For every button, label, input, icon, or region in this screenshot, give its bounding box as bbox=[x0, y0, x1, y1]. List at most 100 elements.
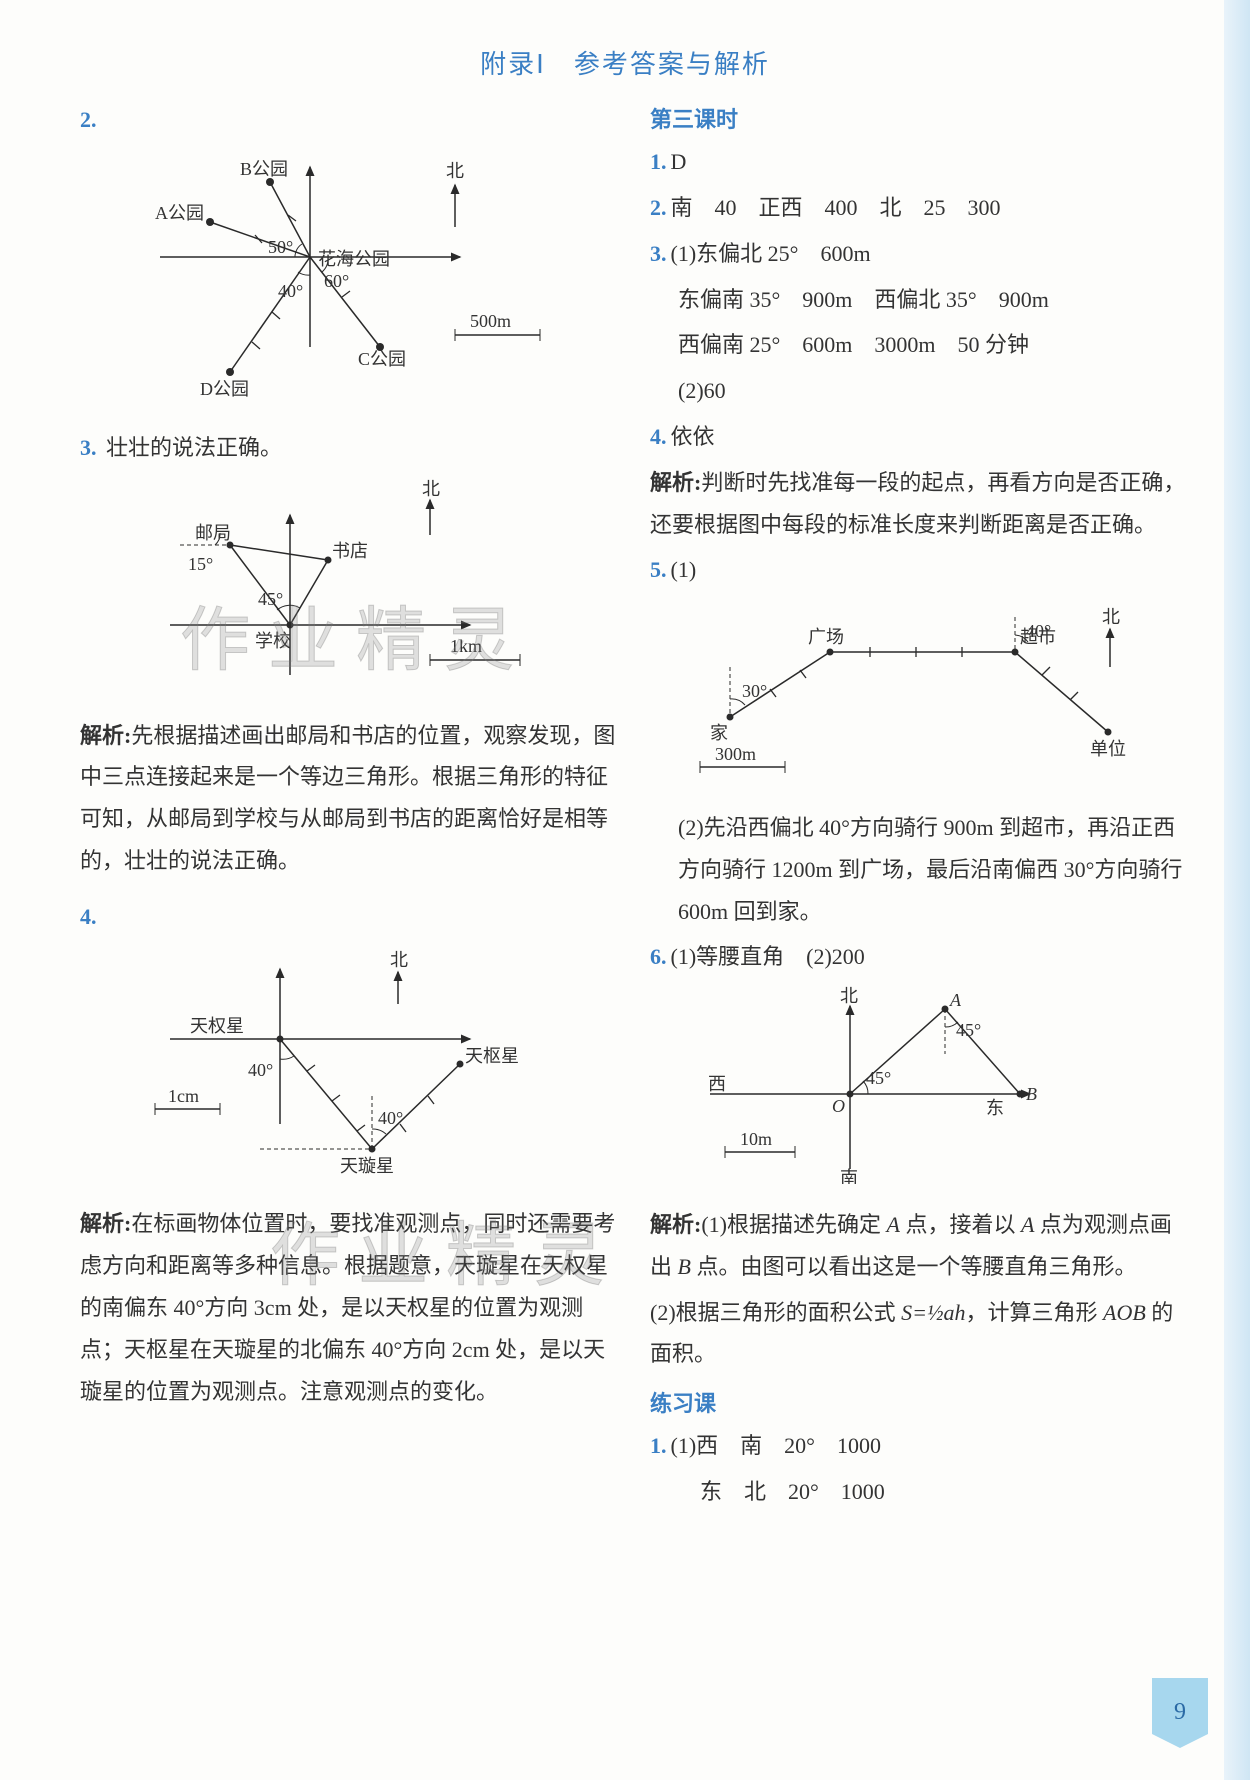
q6-a2b: ，计算三角形 bbox=[966, 1300, 1104, 1325]
q4-analysis: 解析:在标画物体位置时，要找准观测点，同时还需要考虑方向和距离等多种信息。根据题… bbox=[80, 1203, 620, 1412]
q5-a30: 30° bbox=[742, 681, 767, 701]
q6-analysis1: 解析:(1)根据描述先确定 A 点，接着以 A 点为观测点画出 B 点。由图可以… bbox=[650, 1204, 1190, 1288]
q6-east: 东 bbox=[986, 1098, 1004, 1118]
q4-a40a: 40° bbox=[248, 1060, 273, 1080]
q6-analysis2: (2)根据三角形的面积公式 S=½ah，计算三角形 AOB 的面积。 bbox=[650, 1292, 1190, 1376]
r-q1-ans: D bbox=[671, 149, 687, 174]
q3-stem: 壮壮的说法正确。 bbox=[106, 435, 282, 460]
q4-svg: 天权星 天枢星 天璇星 40° 40° 北 1cm bbox=[100, 944, 570, 1184]
page-header: 附录Ⅰ 参考答案与解析 bbox=[0, 0, 1250, 89]
r-q3-l3: 西偏南 25° 600m 3000m 50 分钟 bbox=[650, 324, 1190, 366]
q2-svg: A公园 B公园 花海公园 C公园 D公园 50° 60° 40° 北 500m bbox=[100, 147, 570, 407]
q6-a1d: 点。由图可以看出这是一个等腰直角三角形。 bbox=[691, 1254, 1137, 1279]
q3-school: 学校 bbox=[255, 631, 291, 651]
r-q4-al: 解析: bbox=[650, 470, 701, 495]
left-column: 2. bbox=[80, 99, 620, 1516]
q2-line: 2. bbox=[80, 99, 620, 141]
q4-analysis-label: 解析: bbox=[80, 1211, 131, 1236]
q2-label-A: A公园 bbox=[155, 203, 204, 223]
q6-a2a: (2)根据三角形的面积公式 bbox=[650, 1300, 901, 1325]
r-q2-num: 2. bbox=[650, 195, 667, 220]
r-q4-ans: 依依 bbox=[671, 424, 715, 449]
r-q3-l4: (2)60 bbox=[650, 370, 1190, 412]
q2-label-C: C公园 bbox=[358, 349, 406, 369]
q6-svg: O A B 45° 45° 北 南 东 西 10m bbox=[670, 984, 1100, 1184]
q6-diagram: O A B 45° 45° 北 南 东 西 10m bbox=[670, 984, 1190, 1198]
right-column: 第三课时 1.D 2.南 40 正西 400 北 25 300 3.(1)东偏北… bbox=[650, 99, 1190, 1516]
q3-north: 北 bbox=[422, 479, 440, 499]
q2-label-D: D公园 bbox=[200, 379, 249, 399]
q3-scale: 1km bbox=[450, 636, 482, 656]
r-q5-p2: (2)先沿西偏北 40°方向骑行 900m 到超市，再沿正西方向骑行 1200m… bbox=[650, 807, 1190, 932]
q4-tianxuan: 天璇星 bbox=[340, 1156, 394, 1176]
q3-a15: 15° bbox=[188, 554, 213, 574]
q2-label-center: 花海公园 bbox=[318, 249, 390, 269]
q2-num: 2. bbox=[80, 107, 97, 132]
q6-al: 解析: bbox=[650, 1212, 701, 1237]
practice-title: 练习课 bbox=[650, 1383, 1190, 1425]
q5-scale: 300m bbox=[715, 744, 756, 764]
q4-scale: 1cm bbox=[168, 1086, 199, 1106]
q2-north: 北 bbox=[446, 161, 464, 181]
r-q4-num: 4. bbox=[650, 424, 667, 449]
q6-south: 南 bbox=[840, 1168, 858, 1184]
q6-A: A bbox=[949, 990, 962, 1010]
q6-A-it: A bbox=[886, 1212, 899, 1237]
q3-diagram: 邮局 书店 学校 15° 45° 北 1km bbox=[100, 475, 620, 709]
q6-scale: 10m bbox=[740, 1129, 772, 1149]
r-q6-l1: (1)等腰直角 (2)200 bbox=[671, 944, 865, 969]
q6-B-it: B bbox=[678, 1254, 691, 1279]
q4-a40b: 40° bbox=[378, 1108, 403, 1128]
q2-ang40: 40° bbox=[278, 281, 303, 301]
q3-line: 3. 壮壮的说法正确。 bbox=[80, 427, 620, 469]
q4-analysis-text: 在标画物体位置时，要找准观测点，同时还需要考虑方向和距离等多种信息。根据题意，天… bbox=[80, 1211, 615, 1403]
p-l2: 东 北 20° 1000 bbox=[650, 1471, 1190, 1513]
q6-AOB: AOB bbox=[1103, 1300, 1146, 1325]
r-q3-num: 3. bbox=[650, 241, 667, 266]
r-q5-p1: (1) bbox=[671, 557, 697, 582]
r-q5-num: 5. bbox=[650, 557, 667, 582]
q6-A-it2: A bbox=[1021, 1212, 1034, 1237]
q2-label-B: B公园 bbox=[240, 159, 288, 179]
q6-a1b: 点，接着以 bbox=[900, 1212, 1021, 1237]
r-q4-at: 判断时先找准每一段的起点，再看方向是否正确，还要根据图中每段的标准长度来判断距离… bbox=[650, 470, 1185, 537]
page-side-band bbox=[1224, 0, 1250, 1780]
r-q1-num: 1. bbox=[650, 149, 667, 174]
q3-a45: 45° bbox=[258, 589, 283, 609]
q6-O: O bbox=[832, 1096, 845, 1116]
q5-north: 北 bbox=[1102, 607, 1120, 627]
q6-a45a: 45° bbox=[866, 1068, 891, 1088]
q3-num: 3. bbox=[80, 435, 97, 460]
q5-a40: 40° bbox=[1026, 621, 1051, 641]
q3-svg: 邮局 书店 学校 15° 45° 北 1km bbox=[100, 475, 570, 695]
p-q1-num: 1. bbox=[650, 1433, 667, 1458]
r-q4-analysis: 解析:判断时先找准每一段的起点，再看方向是否正确，还要根据图中每段的标准长度来判… bbox=[650, 462, 1190, 546]
q4-diagram: 天权星 天枢星 天璇星 40° 40° 北 1cm bbox=[100, 944, 620, 1198]
q6-a45b: 45° bbox=[956, 1020, 981, 1040]
r-q6-num: 6. bbox=[650, 944, 667, 969]
q4-line: 4. bbox=[80, 896, 620, 938]
p-l1: (1)西 南 20° 1000 bbox=[671, 1433, 881, 1458]
q4-tianshu: 天枢星 bbox=[465, 1046, 519, 1066]
q5-plaza: 广场 bbox=[808, 627, 844, 647]
q4-num: 4. bbox=[80, 904, 97, 929]
q3-analysis-label: 解析: bbox=[80, 723, 131, 748]
q6-B: B bbox=[1026, 1084, 1037, 1104]
r-q3-l2: 东偏南 35° 900m 西偏北 35° 900m bbox=[650, 279, 1190, 321]
q3-analysis: 解析:先根据描述画出邮局和书店的位置，观察发现，图中三点连接起来是一个等边三角形… bbox=[80, 715, 620, 882]
q3-book: 书店 bbox=[332, 541, 368, 561]
q2-scale: 500m bbox=[470, 311, 511, 331]
page-number-tab: 9 bbox=[1152, 1678, 1208, 1748]
q5-diagram: 家 广场 超市 单位 30° 40° 北 300m bbox=[670, 597, 1190, 801]
q6-west: 西 bbox=[708, 1074, 726, 1094]
section-3: 第三课时 bbox=[650, 99, 1190, 141]
q5-svg: 家 广场 超市 单位 30° 40° 北 300m bbox=[670, 597, 1160, 787]
q6-north: 北 bbox=[840, 986, 858, 1006]
q6-a1a: (1)根据描述先确定 bbox=[701, 1212, 886, 1237]
q4-north: 北 bbox=[390, 950, 408, 970]
q3-analysis-text: 先根据描述画出邮局和书店的位置，观察发现，图中三点连接起来是一个等边三角形。根据… bbox=[80, 723, 615, 873]
q2-diagram: A公园 B公园 花海公园 C公园 D公园 50° 60° 40° 北 500m bbox=[100, 147, 620, 421]
q2-ang60: 60° bbox=[324, 271, 349, 291]
q5-home: 家 bbox=[710, 723, 728, 743]
q3-post: 邮局 bbox=[195, 523, 231, 543]
